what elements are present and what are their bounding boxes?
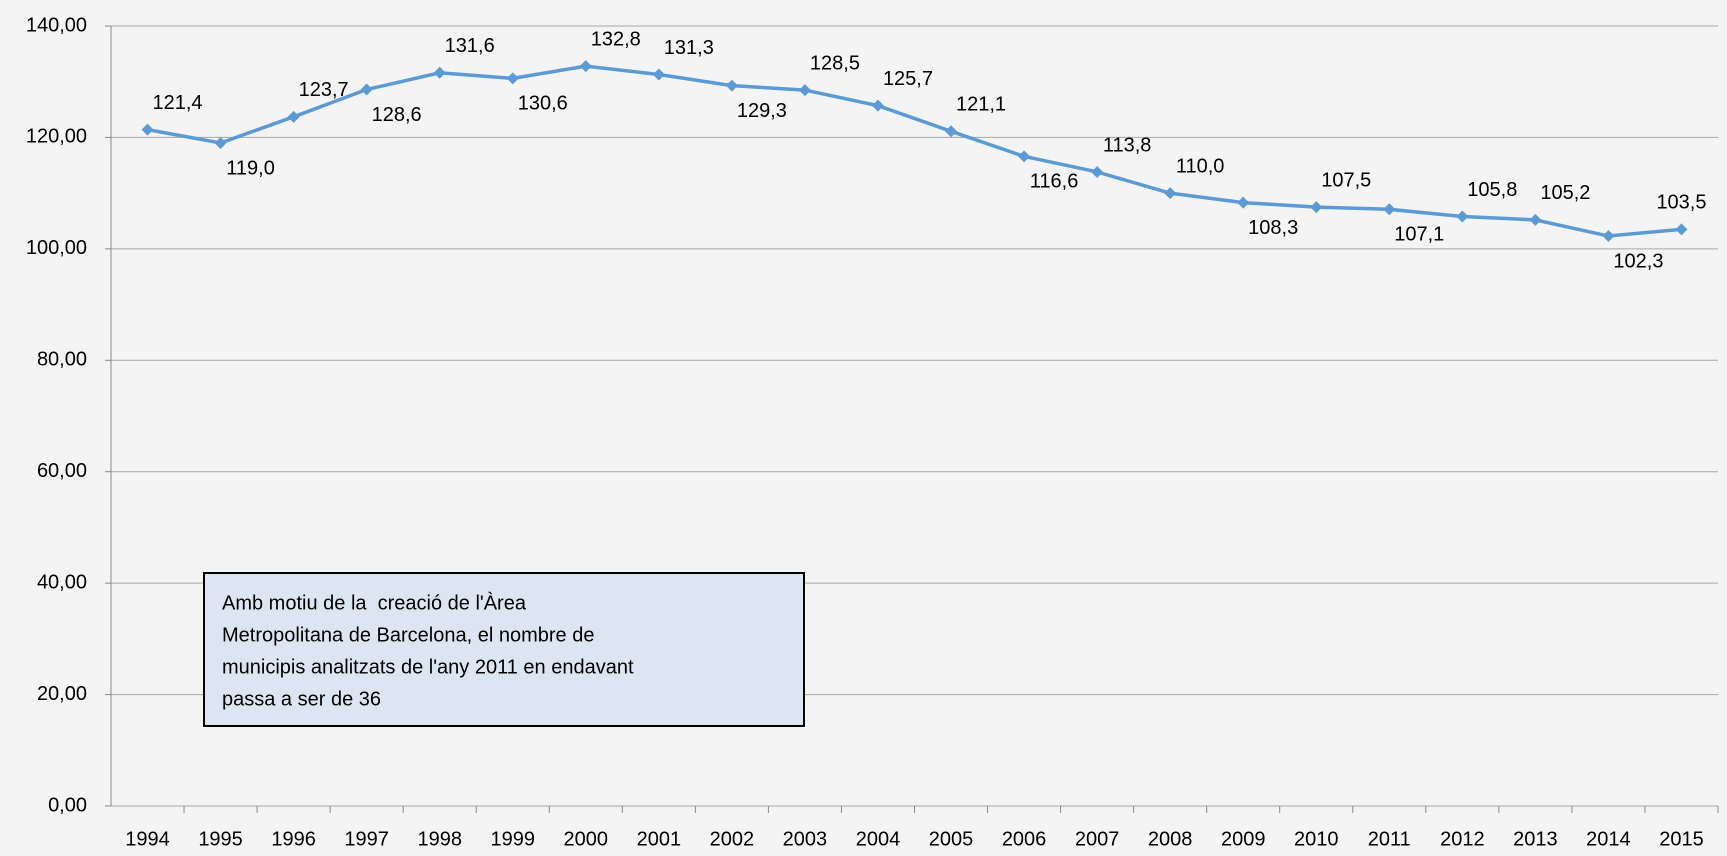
annotation-text: Metropolitana de Barcelona, el nombre de bbox=[222, 624, 594, 646]
x-tick-label: 2009 bbox=[1221, 828, 1266, 850]
x-tick-label: 2001 bbox=[637, 828, 682, 850]
marker bbox=[141, 123, 154, 136]
data-label: 116,6 bbox=[1030, 171, 1079, 193]
data-label: 131,6 bbox=[445, 35, 495, 57]
data-label: 110,0 bbox=[1176, 155, 1225, 177]
data-label: 103,5 bbox=[1656, 192, 1706, 214]
data-label: 121,4 bbox=[152, 92, 202, 114]
marker bbox=[1675, 223, 1688, 236]
y-tick-label: 40,00 bbox=[37, 571, 87, 593]
y-tick-label: 0,00 bbox=[48, 794, 87, 816]
annotation-text: passa a ser de 36 bbox=[222, 688, 381, 710]
marker bbox=[579, 60, 592, 73]
marker bbox=[506, 72, 519, 85]
marker bbox=[1602, 230, 1615, 243]
marker bbox=[1018, 150, 1031, 163]
x-tick-label: 1998 bbox=[417, 828, 462, 850]
marker bbox=[1091, 165, 1104, 178]
marker bbox=[1164, 187, 1177, 200]
data-label: 125,7 bbox=[883, 68, 933, 90]
data-label: 105,2 bbox=[1540, 182, 1590, 204]
x-tick-label: 1997 bbox=[344, 828, 389, 850]
x-tick-label: 1996 bbox=[271, 828, 316, 850]
x-tick-label: 1994 bbox=[125, 828, 170, 850]
marker bbox=[798, 84, 811, 97]
data-label: 130,6 bbox=[518, 93, 568, 115]
x-tick-label: 2007 bbox=[1075, 828, 1120, 850]
data-label: 108,3 bbox=[1248, 217, 1298, 239]
marker bbox=[433, 66, 446, 79]
marker bbox=[287, 110, 300, 123]
data-label: 123,7 bbox=[299, 79, 349, 101]
marker bbox=[945, 125, 958, 138]
x-tick-label: 2000 bbox=[564, 828, 609, 850]
marker bbox=[725, 79, 738, 92]
x-tick-label: 2011 bbox=[1368, 828, 1411, 850]
marker bbox=[214, 137, 227, 149]
x-tick-label: 2002 bbox=[710, 828, 755, 850]
data-label: 113,8 bbox=[1103, 134, 1152, 156]
marker bbox=[652, 68, 665, 81]
marker bbox=[1237, 196, 1250, 209]
x-tick-label: 2015 bbox=[1659, 828, 1704, 850]
marker bbox=[1529, 213, 1542, 226]
marker bbox=[1310, 201, 1323, 214]
y-tick-label: 20,00 bbox=[37, 683, 87, 705]
data-label: 131,3 bbox=[664, 37, 714, 59]
data-label: 128,6 bbox=[372, 104, 422, 126]
x-tick-label: 2008 bbox=[1148, 828, 1193, 850]
x-tick-label: 2012 bbox=[1440, 828, 1485, 850]
marker bbox=[360, 83, 373, 96]
marker bbox=[1456, 210, 1469, 223]
data-label: 132,8 bbox=[591, 28, 641, 50]
x-tick-label: 2014 bbox=[1586, 828, 1631, 850]
x-tick-label: 2010 bbox=[1294, 828, 1339, 850]
y-tick-label: 140,00 bbox=[26, 14, 87, 36]
data-label: 129,3 bbox=[737, 100, 787, 122]
data-label: 102,3 bbox=[1613, 250, 1663, 272]
x-tick-label: 2003 bbox=[783, 828, 828, 850]
annotation-text: municipis analitzats de l'any 2011 en en… bbox=[222, 656, 634, 678]
x-tick-label: 2006 bbox=[1002, 828, 1047, 850]
y-tick-label: 120,00 bbox=[26, 126, 87, 148]
marker bbox=[871, 99, 884, 112]
x-tick-label: 1995 bbox=[198, 828, 243, 850]
data-label: 107,5 bbox=[1321, 169, 1371, 191]
data-label: 105,8 bbox=[1467, 179, 1517, 201]
x-tick-label: 2013 bbox=[1513, 828, 1558, 850]
x-tick-label: 2004 bbox=[856, 828, 901, 850]
data-label: 121,1 bbox=[956, 94, 1006, 116]
line bbox=[147, 64, 1682, 238]
y-tick-label: 60,00 bbox=[37, 460, 87, 482]
y-tick-label: 80,00 bbox=[37, 349, 87, 371]
x-tick-label: 1999 bbox=[491, 828, 536, 850]
annotation-text: Amb motiu de la creació de l'Àrea bbox=[222, 591, 527, 614]
marker bbox=[1383, 203, 1396, 216]
data-label: 107,1 bbox=[1394, 224, 1444, 246]
y-tick-label: 100,00 bbox=[26, 237, 87, 259]
annotation-box bbox=[203, 572, 805, 727]
data-label: 119,0 bbox=[226, 157, 275, 179]
x-tick-label: 2005 bbox=[929, 828, 974, 850]
data-label: 128,5 bbox=[810, 52, 860, 74]
